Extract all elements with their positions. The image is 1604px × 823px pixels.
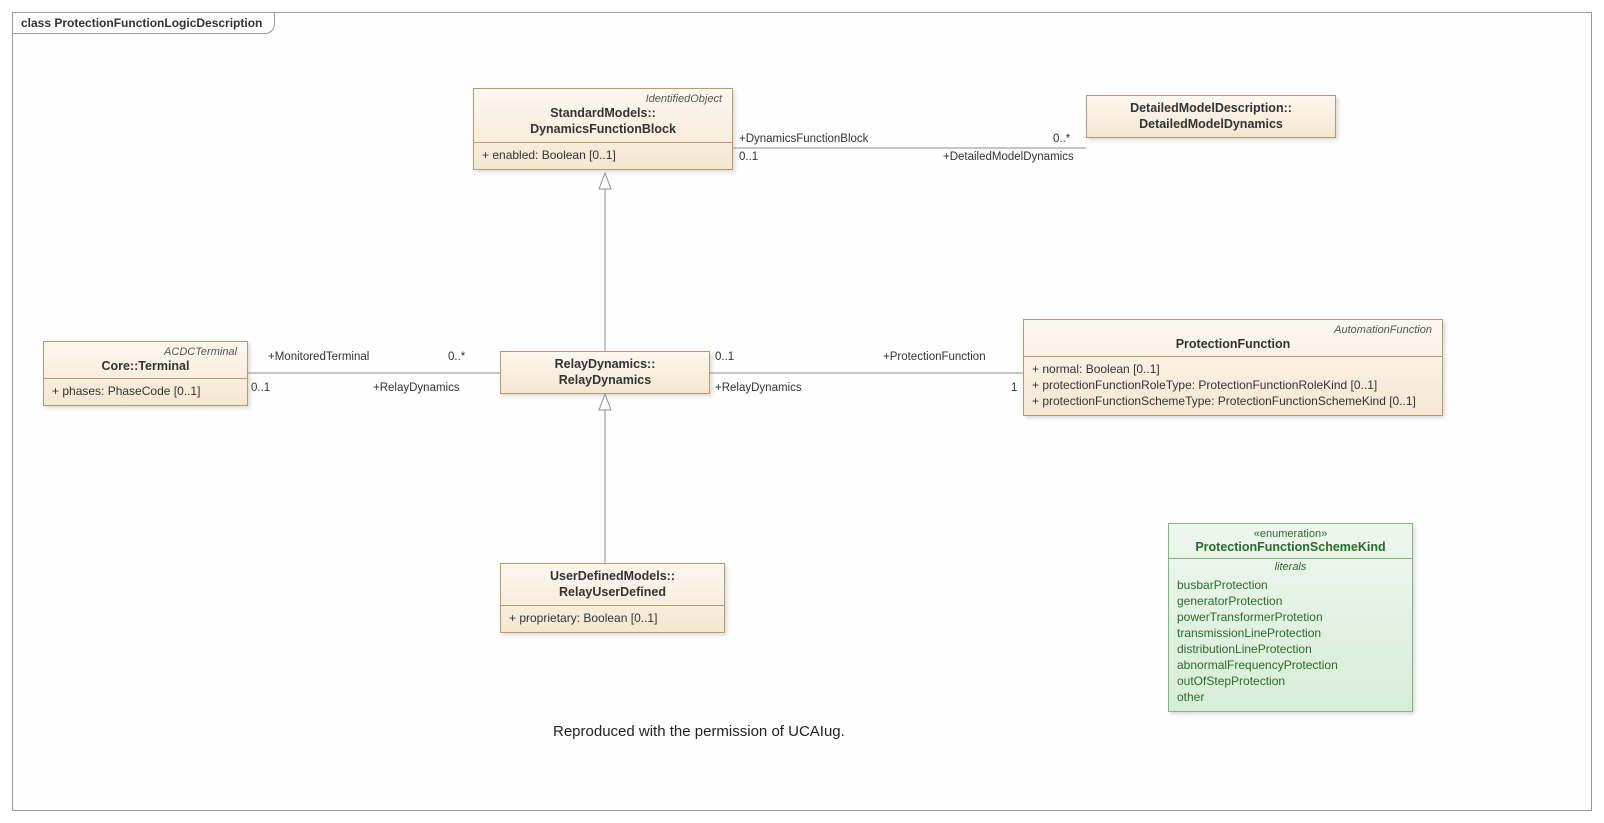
caption: Reproduced with the permission of UCAIug… bbox=[553, 723, 845, 740]
enum-name: ProtectionFunctionSchemeKind bbox=[1177, 540, 1404, 554]
class-name-line: Core::Terminal bbox=[102, 359, 190, 373]
mult-label: 0..* bbox=[1053, 133, 1070, 145]
class-name-line: RelayDynamics bbox=[559, 373, 651, 387]
frame-title-tab: class ProtectionFunctionLogicDescription bbox=[12, 12, 275, 34]
role-label: +MonitoredTerminal bbox=[268, 351, 369, 363]
role-label: +DynamicsFunctionBlock bbox=[739, 133, 868, 145]
enum-protection-function-scheme-kind: «enumeration» ProtectionFunctionSchemeKi… bbox=[1168, 523, 1413, 712]
class-dynamics-function-block: IdentifiedObject StandardModels:: Dynami… bbox=[473, 88, 733, 170]
class-attribute: + phases: PhaseCode [0..1] bbox=[52, 383, 239, 399]
mult-label: 1 bbox=[1011, 382, 1017, 394]
class-attribute: + protectionFunctionRoleType: Protection… bbox=[1032, 377, 1434, 393]
enum-literal: busbarProtection bbox=[1177, 577, 1404, 593]
mult-label: 0..1 bbox=[739, 151, 758, 163]
diagram-frame: class ProtectionFunctionLogicDescription… bbox=[12, 12, 1592, 811]
class-name-line: DynamicsFunctionBlock bbox=[530, 122, 676, 136]
class-protection-function: AutomationFunction ProtectionFunction + … bbox=[1023, 319, 1443, 416]
class-attribute: + enabled: Boolean [0..1] bbox=[482, 147, 724, 163]
enum-literal: powerTransformerProtetion bbox=[1177, 609, 1404, 625]
class-terminal: ACDCTerminal Core::Terminal + phases: Ph… bbox=[43, 341, 248, 406]
role-label: +DetailedModelDynamics bbox=[943, 151, 1074, 163]
class-name-line: RelayUserDefined bbox=[559, 585, 666, 599]
enum-section-label: literals bbox=[1169, 559, 1412, 575]
frame-keyword: class bbox=[21, 16, 51, 30]
role-label: +RelayDynamics bbox=[715, 382, 802, 394]
class-name-line: DetailedModelDescription:: bbox=[1130, 101, 1292, 115]
enum-stereotype: «enumeration» bbox=[1177, 528, 1404, 540]
mult-label: 0..1 bbox=[715, 351, 734, 363]
class-name-line: ProtectionFunction bbox=[1176, 337, 1291, 351]
class-attribute: + proprietary: Boolean [0..1] bbox=[509, 610, 716, 626]
class-name-line: DetailedModelDynamics bbox=[1139, 117, 1283, 131]
frame-title: ProtectionFunctionLogicDescription bbox=[54, 16, 262, 30]
class-name-line: UserDefinedModels:: bbox=[550, 569, 675, 583]
class-relay-dynamics: RelayDynamics:: RelayDynamics bbox=[500, 351, 710, 394]
mult-label: 0..1 bbox=[251, 382, 270, 394]
class-attribute: + protectionFunctionSchemeType: Protecti… bbox=[1032, 393, 1434, 409]
enum-literal: transmissionLineProtection bbox=[1177, 625, 1404, 641]
class-name-line: RelayDynamics:: bbox=[555, 357, 656, 371]
mult-label: 0..* bbox=[448, 351, 465, 363]
enum-literal: generatorProtection bbox=[1177, 593, 1404, 609]
class-stereotype: AutomationFunction bbox=[1032, 324, 1434, 336]
enum-literal: abnormalFrequencyProtection bbox=[1177, 657, 1404, 673]
class-relay-user-defined: UserDefinedModels:: RelayUserDefined + p… bbox=[500, 563, 725, 633]
role-label: +ProtectionFunction bbox=[883, 351, 986, 363]
class-stereotype: ACDCTerminal bbox=[52, 346, 239, 358]
enum-literal: other bbox=[1177, 689, 1404, 705]
class-detailed-model-dynamics: DetailedModelDescription:: DetailedModel… bbox=[1086, 95, 1336, 138]
enum-literal: outOfStepProtection bbox=[1177, 673, 1404, 689]
class-stereotype: IdentifiedObject bbox=[482, 93, 724, 105]
role-label: +RelayDynamics bbox=[373, 382, 460, 394]
class-name-line: StandardModels:: bbox=[550, 106, 656, 120]
enum-literal: distributionLineProtection bbox=[1177, 641, 1404, 657]
class-attribute: + normal: Boolean [0..1] bbox=[1032, 361, 1434, 377]
